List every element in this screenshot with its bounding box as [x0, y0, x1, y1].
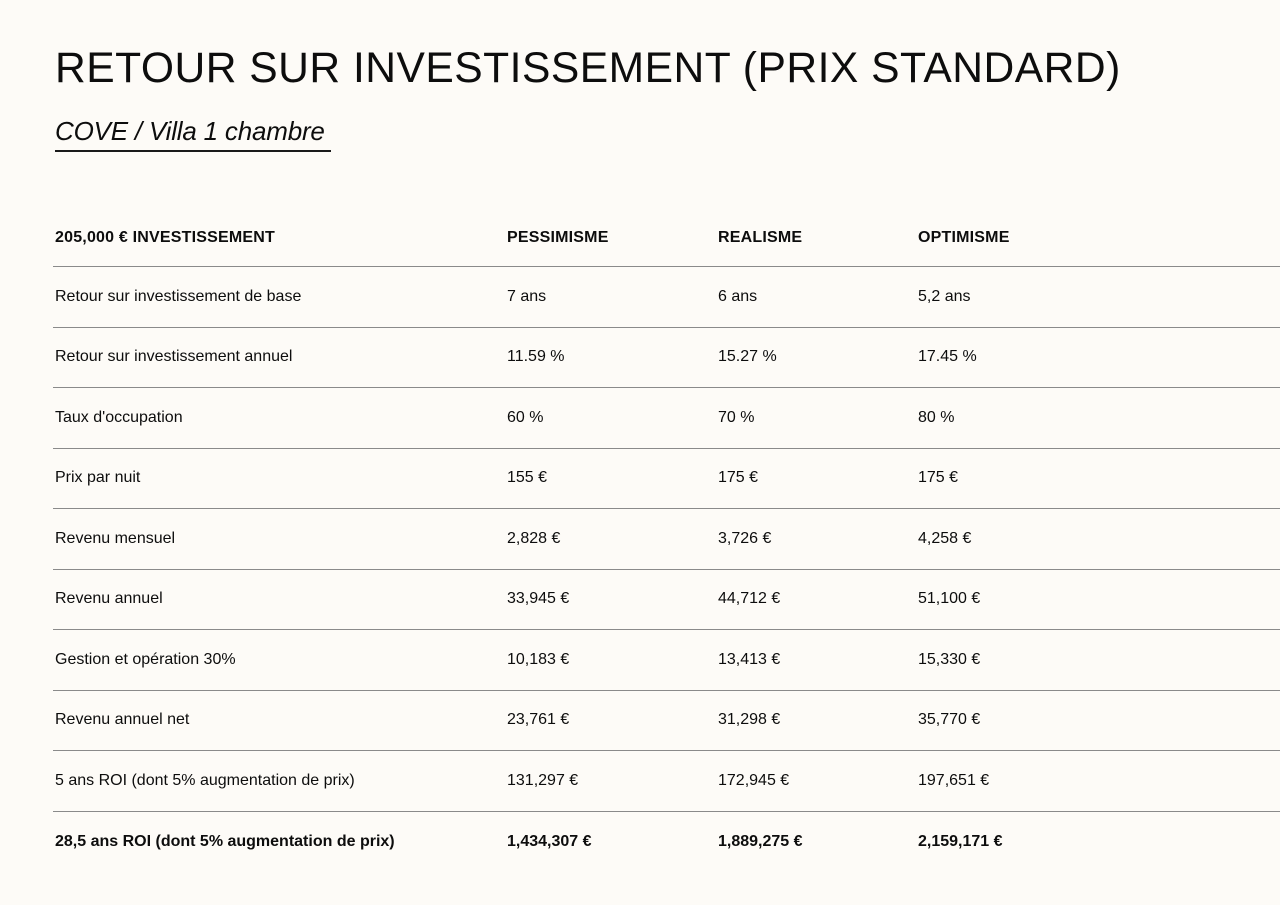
value-pessimisme: 60 %: [507, 408, 544, 426]
value-pessimisme: 131,297 €: [507, 771, 579, 789]
value-realisme: 6 ans: [718, 287, 758, 305]
row-label: Prix par nuit: [55, 469, 141, 487]
value-pessimisme: 1,434,307 €: [507, 832, 592, 850]
column-header-realisme: REALISME: [718, 229, 803, 246]
row-label: 28,5 ans ROI (dont 5% augmentation de pr…: [55, 832, 395, 850]
value-optimisme: 51,100 €: [918, 590, 981, 608]
column-header-pessimisme: PESSIMISME: [507, 229, 609, 246]
value-realisme: 13,413 €: [718, 650, 781, 668]
value-realisme: 70 %: [718, 408, 755, 426]
value-pessimisme: 155 €: [507, 469, 548, 487]
table-row-revenu-annuel-net: Revenu annuel net 23,761 € 31,298 € 35,7…: [53, 691, 1280, 751]
page-subtitle: COVE / Villa 1 chambre: [55, 116, 331, 153]
table-row-prix-par-nuit: Prix par nuit 155 € 175 € 175 €: [53, 449, 1280, 509]
value-optimisme: 197,651 €: [918, 771, 990, 789]
document-header: RETOUR SUR INVESTISSEMENT (PRIX STANDARD…: [55, 44, 1132, 153]
value-pessimisme: 10,183 €: [507, 650, 570, 668]
investment-amount-header: 205,000 € INVESTISSEMENT: [55, 229, 276, 246]
row-label: Revenu annuel net: [55, 711, 190, 729]
value-pessimisme: 2,828 €: [507, 529, 561, 547]
value-optimisme: 2,159,171 €: [918, 832, 1003, 850]
value-realisme: 3,726 €: [718, 529, 772, 547]
value-pessimisme: 7 ans: [507, 287, 547, 305]
row-label: Gestion et opération 30%: [55, 650, 236, 668]
column-header-optimisme: OPTIMISME: [918, 229, 1010, 246]
table-row-revenu-mensuel: Revenu mensuel 2,828 € 3,726 € 4,258 €: [53, 509, 1280, 570]
value-realisme: 31,298 €: [718, 711, 781, 729]
row-label: Retour sur investissement de base: [55, 287, 302, 305]
table-row-roi-base: Retour sur investissement de base 7 ans …: [53, 267, 1280, 328]
value-optimisme: 175 €: [918, 469, 959, 487]
value-realisme: 1,889,275 €: [718, 832, 803, 850]
page-title: RETOUR SUR INVESTISSEMENT (PRIX STANDARD…: [55, 44, 1121, 92]
value-optimisme: 35,770 €: [918, 711, 981, 729]
value-optimisme: 4,258 €: [918, 529, 972, 547]
value-pessimisme: 11.59 %: [507, 348, 565, 366]
table-row-taux-occupation: Taux d'occupation 60 % 70 % 80 %: [53, 388, 1280, 449]
row-label: 5 ans ROI (dont 5% augmentation de prix): [55, 771, 355, 789]
value-pessimisme: 23,761 €: [507, 711, 570, 729]
row-label: Retour sur investissement annuel: [55, 348, 293, 366]
row-label: Taux d'occupation: [55, 408, 183, 426]
value-optimisme: 15,330 €: [918, 650, 981, 668]
value-optimisme: 17.45 %: [918, 348, 977, 366]
value-optimisme: 80 %: [918, 408, 955, 426]
table-row-roi-5-ans: 5 ans ROI (dont 5% augmentation de prix)…: [53, 751, 1280, 812]
table-row-roi-28-5-ans: 28,5 ans ROI (dont 5% augmentation de pr…: [53, 812, 1280, 873]
value-optimisme: 5,2 ans: [918, 287, 971, 305]
value-pessimisme: 33,945 €: [507, 590, 570, 608]
value-realisme: 172,945 €: [718, 771, 790, 789]
value-realisme: 44,712 €: [718, 590, 781, 608]
table-header-row: 205,000 € INVESTISSEMENT PESSIMISME REAL…: [53, 210, 1280, 267]
value-realisme: 15.27 %: [718, 348, 777, 366]
row-label: Revenu annuel: [55, 590, 163, 608]
table-row-revenu-annuel: Revenu annuel 33,945 € 44,712 € 51,100 €: [53, 570, 1280, 630]
value-realisme: 175 €: [718, 469, 759, 487]
table-row-gestion-operation: Gestion et opération 30% 10,183 € 13,413…: [53, 630, 1280, 691]
row-label: Revenu mensuel: [55, 529, 176, 547]
roi-table: 205,000 € INVESTISSEMENT PESSIMISME REAL…: [53, 210, 1280, 872]
table-row-roi-annuel: Retour sur investissement annuel 11.59 %…: [53, 328, 1280, 388]
